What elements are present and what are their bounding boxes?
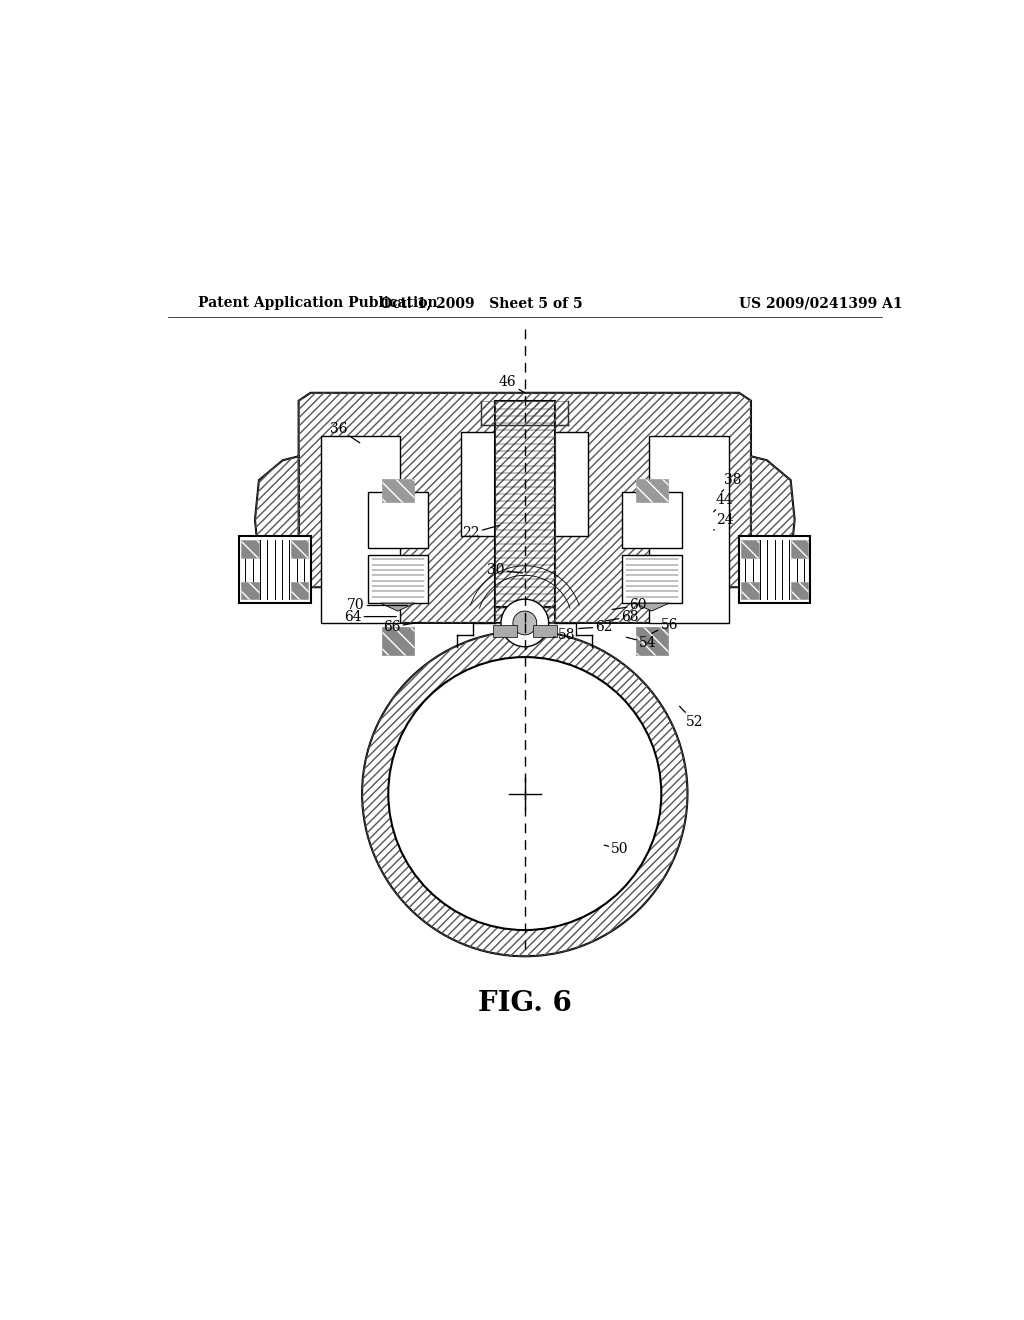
Text: 38: 38 bbox=[722, 473, 741, 492]
Bar bbox=[461, 433, 588, 536]
Text: 52: 52 bbox=[680, 706, 703, 729]
Bar bbox=[739, 536, 811, 603]
Text: 56: 56 bbox=[652, 618, 678, 634]
Polygon shape bbox=[255, 457, 299, 583]
Text: US 2009/0241399 A1: US 2009/0241399 A1 bbox=[739, 296, 903, 310]
Bar bbox=[242, 582, 259, 599]
Bar bbox=[622, 556, 682, 603]
Text: 46: 46 bbox=[499, 375, 524, 393]
Polygon shape bbox=[495, 401, 555, 623]
Bar bbox=[368, 556, 428, 603]
Text: 70: 70 bbox=[347, 598, 408, 612]
Bar bbox=[291, 540, 308, 558]
Bar bbox=[791, 582, 808, 599]
Text: 64: 64 bbox=[344, 610, 396, 623]
Polygon shape bbox=[495, 607, 555, 623]
Text: 58: 58 bbox=[553, 628, 575, 642]
Bar bbox=[291, 582, 308, 599]
Circle shape bbox=[513, 611, 537, 635]
Text: 66: 66 bbox=[383, 620, 420, 634]
Polygon shape bbox=[634, 603, 670, 611]
Text: 36: 36 bbox=[330, 421, 359, 442]
Text: 60: 60 bbox=[612, 598, 647, 612]
Bar bbox=[242, 540, 259, 558]
Polygon shape bbox=[299, 393, 751, 623]
Bar bbox=[382, 479, 414, 502]
Text: FIG. 6: FIG. 6 bbox=[478, 990, 571, 1018]
Text: 22: 22 bbox=[462, 525, 500, 540]
Text: 62: 62 bbox=[579, 620, 613, 634]
Bar bbox=[649, 437, 729, 623]
Text: 44: 44 bbox=[714, 492, 733, 512]
Bar bbox=[622, 492, 682, 548]
Bar bbox=[636, 627, 668, 655]
Polygon shape bbox=[751, 457, 795, 583]
Text: 50: 50 bbox=[604, 842, 629, 857]
Text: 68: 68 bbox=[607, 610, 639, 623]
Bar bbox=[382, 627, 414, 655]
Text: 30: 30 bbox=[486, 562, 522, 577]
Text: Patent Application Publication: Patent Application Publication bbox=[198, 296, 437, 310]
Bar bbox=[741, 582, 759, 599]
Bar bbox=[321, 437, 400, 623]
Bar bbox=[494, 626, 517, 638]
Bar bbox=[791, 540, 808, 558]
Circle shape bbox=[388, 657, 662, 931]
Text: 24: 24 bbox=[714, 512, 733, 531]
Circle shape bbox=[362, 631, 687, 956]
Bar bbox=[532, 626, 557, 638]
Bar bbox=[741, 540, 759, 558]
Bar bbox=[636, 479, 668, 502]
Bar bbox=[368, 492, 428, 548]
Circle shape bbox=[501, 599, 549, 647]
Text: Oct. 1, 2009   Sheet 5 of 5: Oct. 1, 2009 Sheet 5 of 5 bbox=[380, 296, 583, 310]
Text: 54: 54 bbox=[627, 636, 656, 649]
Bar bbox=[240, 536, 310, 603]
Polygon shape bbox=[380, 603, 416, 611]
